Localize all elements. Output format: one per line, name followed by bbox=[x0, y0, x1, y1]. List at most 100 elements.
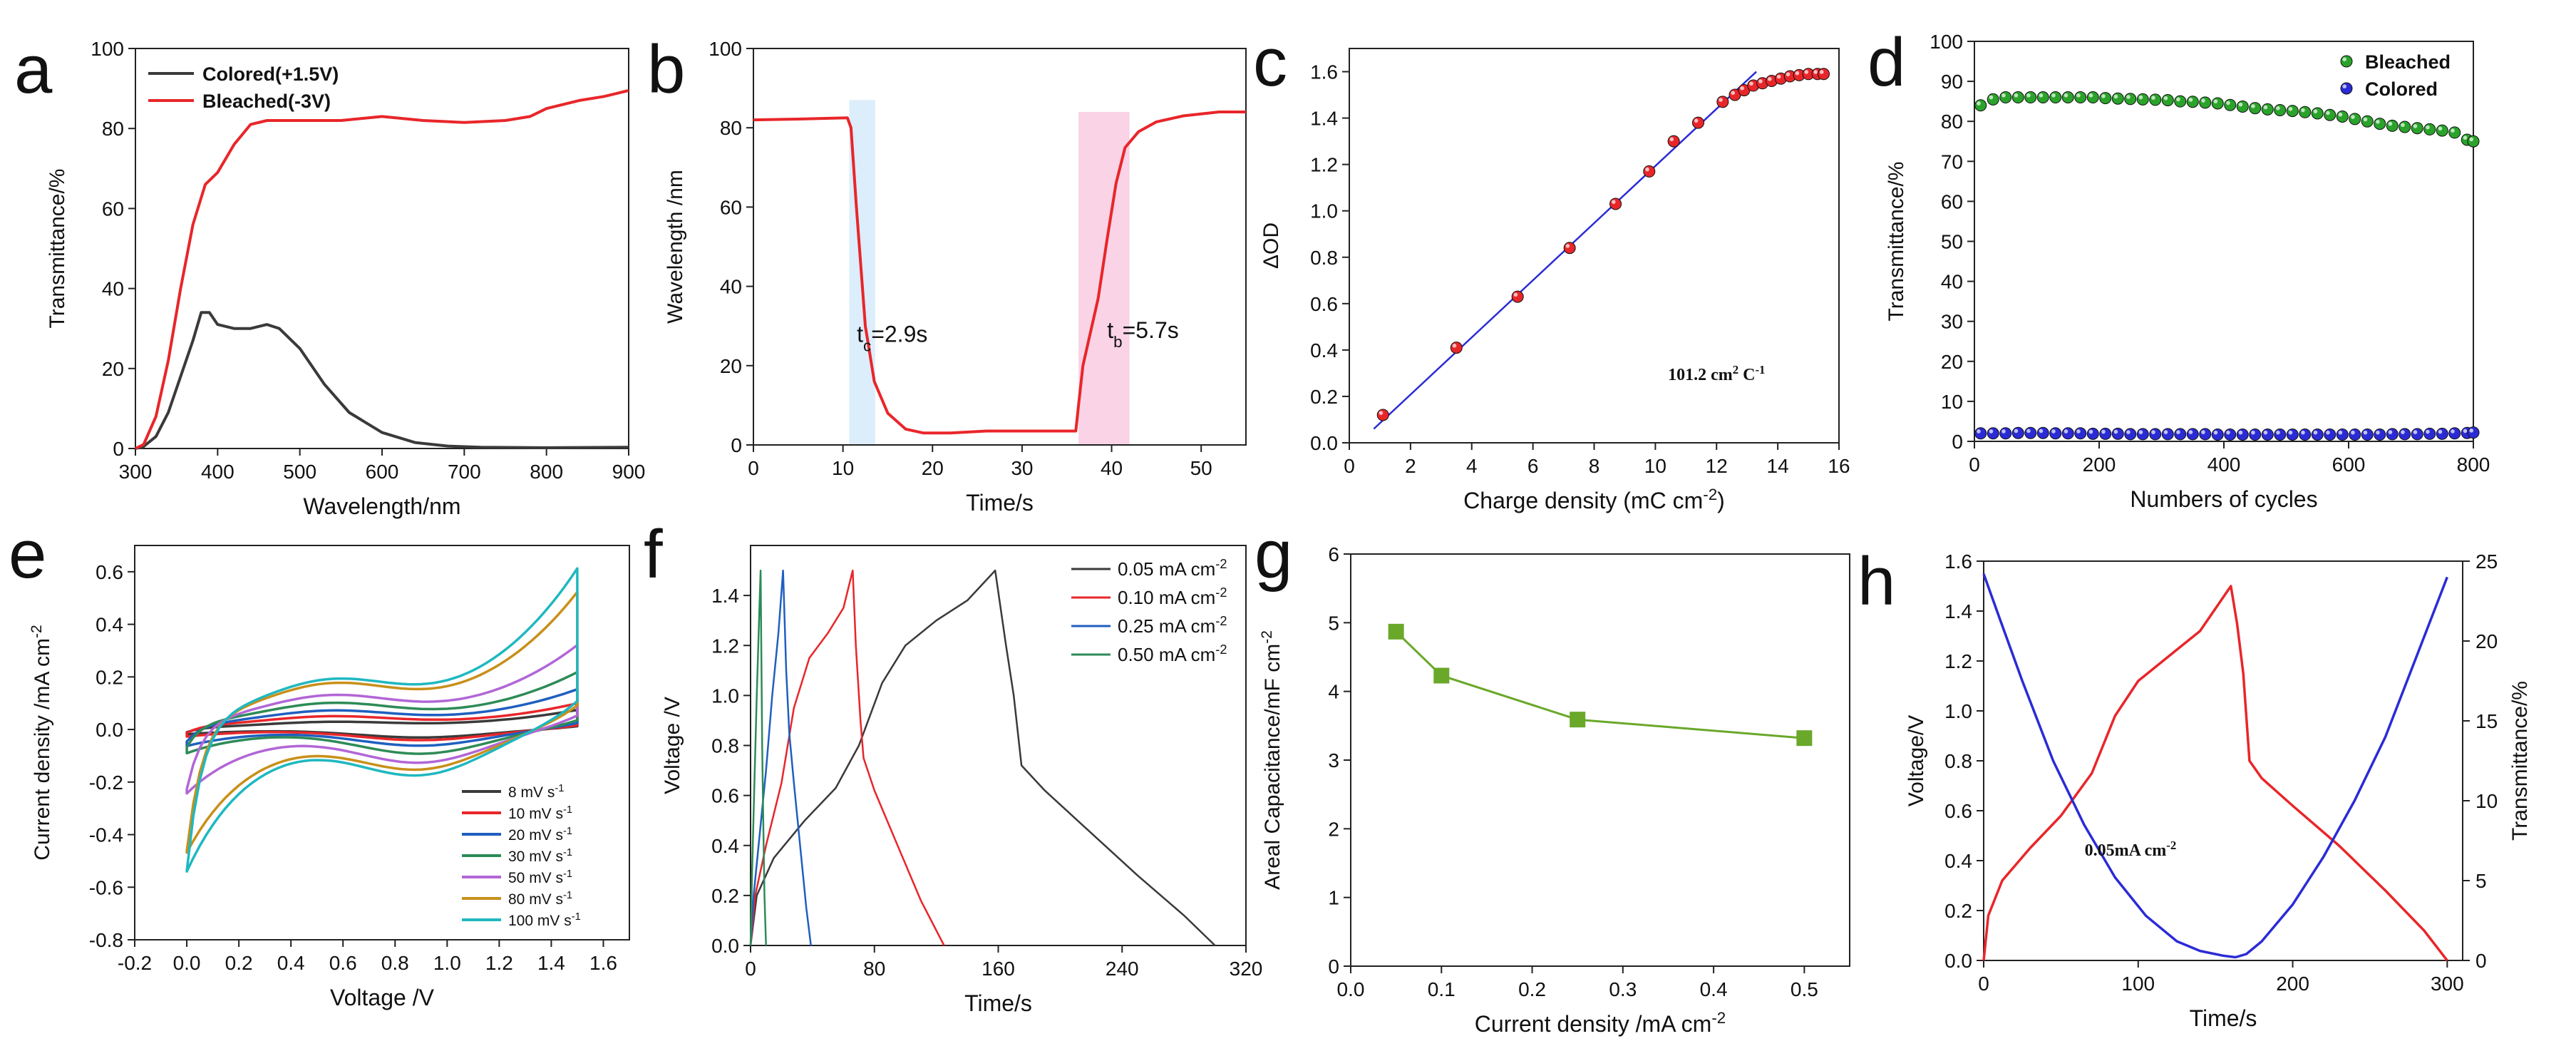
data-point bbox=[2274, 428, 2287, 441]
x-tick-label: 800 bbox=[530, 461, 563, 483]
data-point bbox=[2299, 428, 2312, 441]
data-point bbox=[2336, 110, 2349, 123]
data-point bbox=[2186, 428, 2199, 441]
panel-b: b 0 10 20 30 40 50 0 20 40 60 80 100 Time/s Wavelength… bbox=[647, 31, 1247, 516]
panel-c: c 0 2 4 6 8 10 12 14 16 0.0 0.2 0.4 0.6 0.8 1.0 1.2 1.4 1.… bbox=[1253, 24, 1850, 513]
data-point-highlight bbox=[2213, 430, 2218, 435]
x-tick-label: 80 bbox=[863, 958, 885, 980]
data-point-highlight bbox=[2088, 429, 2093, 434]
data-point bbox=[2061, 427, 2074, 440]
data-point bbox=[2349, 113, 2361, 125]
legend-label: Colored(+1.5V) bbox=[202, 63, 339, 85]
x-tick-label: 0 bbox=[745, 958, 756, 980]
series-line bbox=[753, 111, 1246, 435]
data-point-highlight bbox=[2351, 115, 2355, 119]
y-tick-label: -0.8 bbox=[89, 929, 123, 951]
data-point bbox=[2399, 121, 2411, 133]
y-tick-label: 2 bbox=[1328, 818, 1339, 840]
data-point bbox=[2261, 428, 2274, 441]
data-point bbox=[2186, 96, 2199, 108]
data-point-highlight bbox=[1819, 70, 1824, 74]
data-point-highlight bbox=[2138, 430, 2143, 434]
data-point-highlight bbox=[2051, 429, 2056, 434]
data-point-highlight bbox=[2438, 126, 2443, 131]
data-point-highlight bbox=[1379, 411, 1384, 415]
data-point bbox=[1450, 342, 1463, 354]
data-point-highlight bbox=[2039, 93, 2044, 98]
x-tick-label: 0.1 bbox=[1428, 978, 1456, 1000]
legend-label: 20 mV s-1 bbox=[508, 826, 572, 844]
data-point bbox=[2467, 135, 2480, 148]
y-tick-label: 1 bbox=[1328, 887, 1339, 909]
legend-swatch bbox=[2340, 55, 2353, 68]
legend-label: 50 mV s-1 bbox=[508, 868, 572, 886]
legend-label: 8 mV s-1 bbox=[508, 783, 564, 801]
data-point bbox=[2049, 91, 2062, 104]
data-point bbox=[2261, 103, 2274, 116]
data-point-highlight bbox=[2201, 98, 2205, 103]
x-tick-label: 0.4 bbox=[277, 952, 305, 974]
x-tick-label: 200 bbox=[2276, 973, 2309, 995]
data-point-highlight bbox=[2376, 430, 2380, 435]
data-point-highlight bbox=[2014, 93, 2019, 98]
data-point-highlight bbox=[1813, 70, 1818, 74]
y-tick-label: 1.4 bbox=[1944, 600, 1972, 622]
y-tick-label: 1.6 bbox=[1944, 550, 1972, 573]
data-point bbox=[2374, 428, 2386, 441]
data-point-highlight bbox=[2313, 109, 2318, 113]
cv-loop bbox=[185, 567, 579, 873]
panel-g: g 0.0 0.1 0.2 0.3 0.4 0.5 0 1 2 3 4 5 6 Current densit… bbox=[1254, 516, 1850, 1037]
y-tick-label: 0 bbox=[731, 434, 742, 456]
y-tick-label: 0.4 bbox=[1944, 850, 1972, 872]
data-point-highlight bbox=[2001, 93, 2006, 98]
x-tick-label: 0.6 bbox=[329, 952, 357, 974]
annotation: tc=2.9s bbox=[857, 321, 927, 354]
x-tick-label: 10 bbox=[832, 457, 854, 479]
data-point-highlight bbox=[2401, 123, 2405, 128]
x-tick-label: 1.2 bbox=[485, 952, 513, 974]
legend-label: 0.05 mA cm-2 bbox=[1118, 557, 1227, 580]
plot-frame bbox=[753, 48, 1247, 446]
data-point-highlight bbox=[2064, 429, 2068, 434]
y-tick-label: 0.0 bbox=[711, 935, 739, 957]
data-point-highlight bbox=[2076, 93, 2081, 98]
y-axis-label: ΔOD bbox=[1259, 222, 1283, 269]
y-tick-label: 80 bbox=[1941, 111, 1963, 133]
y-tick-label: 0.2 bbox=[711, 885, 739, 907]
x-tick-label: 0 bbox=[1344, 455, 1355, 477]
data-point-highlight bbox=[2051, 93, 2056, 98]
y-axis-label: Voltage /V bbox=[661, 697, 684, 794]
data-point-highlight bbox=[2014, 429, 2019, 434]
data-point bbox=[2099, 92, 2112, 105]
y-tick-label: 0.8 bbox=[1310, 247, 1338, 269]
series-line bbox=[749, 569, 812, 946]
cv-loop bbox=[185, 670, 579, 755]
data-point bbox=[2036, 91, 2049, 104]
data-point bbox=[2361, 115, 2374, 128]
data-point-highlight bbox=[2463, 135, 2468, 140]
data-point bbox=[2467, 426, 2480, 439]
data-point bbox=[2349, 428, 2361, 441]
data-point bbox=[1974, 99, 1987, 112]
data-point bbox=[1433, 667, 1450, 684]
x-axis-label: Charge density (mC cm-2) bbox=[1463, 486, 1725, 514]
data-point bbox=[2411, 428, 2423, 441]
data-point bbox=[1999, 427, 2012, 440]
series-line bbox=[749, 569, 767, 946]
data-point-highlight bbox=[2251, 104, 2255, 108]
y-right-tick-label: 25 bbox=[2475, 550, 2498, 573]
data-point-highlight bbox=[2451, 429, 2455, 434]
data-point bbox=[1376, 409, 1389, 421]
data-point bbox=[2161, 428, 2174, 441]
y-tick-label: 0.4 bbox=[711, 835, 739, 857]
y-tick-label: 1.2 bbox=[1944, 650, 1972, 672]
data-point bbox=[2236, 100, 2249, 113]
data-point-highlight bbox=[1565, 244, 1570, 248]
data-point-highlight bbox=[1795, 71, 1800, 76]
series-line bbox=[135, 88, 629, 450]
data-point bbox=[1716, 96, 1729, 108]
y-tick-label: 40 bbox=[1941, 271, 1963, 293]
data-point-highlight bbox=[2326, 111, 2330, 116]
x-tick-label: 30 bbox=[1011, 457, 1033, 479]
data-point bbox=[2423, 123, 2436, 135]
